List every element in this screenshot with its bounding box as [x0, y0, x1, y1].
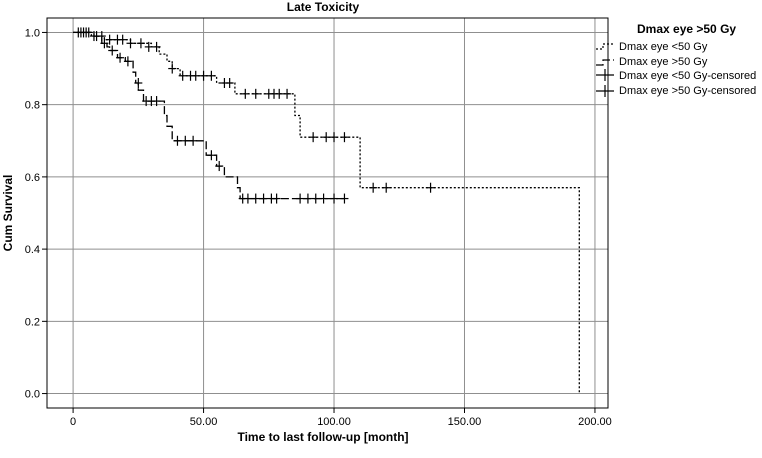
censor-mark-s0-26 — [322, 132, 331, 143]
censor-mark-s1-19 — [251, 193, 260, 204]
legend-label-over-50: Dmax eye >50 Gy — [619, 56, 708, 68]
x-tick-label-1: 50.00 — [190, 416, 218, 428]
x-tick-label-2: 100.00 — [317, 416, 351, 428]
censor-mark-s0-7 — [126, 38, 135, 49]
censor-mark-s1-27 — [330, 193, 339, 204]
censor-mark-s0-29 — [369, 182, 378, 193]
grid-lines — [47, 18, 608, 408]
chart-title: Late Toxicity — [287, 0, 360, 14]
censor-mark-s0-31 — [426, 182, 435, 193]
legend-swatch-over-50 — [596, 59, 614, 66]
y-tick-label-2: 0.4 — [25, 244, 40, 256]
censor-mark-s0-16 — [207, 70, 216, 81]
censor-mark-s0-28 — [340, 132, 349, 143]
censor-mark-s0-19 — [241, 88, 250, 99]
censor-mark-s1-7 — [123, 56, 132, 67]
censor-mark-s0-18 — [225, 78, 234, 88]
censor-mark-s0-25 — [309, 132, 318, 143]
censor-mark-s1-15 — [207, 150, 216, 161]
censor-mark-s1-12 — [173, 135, 182, 146]
censor-mark-s1-26 — [319, 193, 328, 204]
legend-entry-under-50: Dmax eye <50 Gy — [596, 41, 708, 53]
x-tick-label-3: 150.00 — [448, 416, 482, 428]
series-layer — [73, 27, 580, 394]
censor-mark-s1-11 — [152, 96, 161, 107]
legend-label-under-50: Dmax eye <50 Gy — [619, 41, 708, 53]
censor-mark-s1-4 — [100, 38, 109, 49]
censor-mark-s0-30 — [382, 182, 391, 193]
censor-mark-s1-22 — [272, 193, 281, 204]
censor-mark-s1-13 — [181, 135, 190, 146]
x-tick-label-4: 200.00 — [578, 416, 612, 428]
y-axis-title: Cum Survival — [1, 175, 15, 252]
censor-mark-s1-20 — [259, 193, 268, 204]
x-axis-title: Time to last follow-up [month] — [237, 430, 408, 444]
legend-entry-over-50: Dmax eye >50 Gy — [596, 56, 708, 68]
censor-mark-s1-23 — [296, 193, 305, 204]
censor-mark-s1-28 — [340, 193, 349, 204]
y-tick-label-0: 0.0 — [25, 389, 40, 401]
censor-mark-s0-23 — [275, 88, 284, 99]
censor-mark-s1-16 — [215, 161, 224, 172]
censor-mark-s0-14 — [191, 70, 200, 81]
censor-mark-s1-18 — [243, 193, 252, 204]
legend-label-under-50-censored: Dmax eye <50 Gy-censored — [619, 70, 756, 82]
censor-mark-s1-25 — [311, 193, 320, 204]
x-tick-label-0: 0 — [70, 416, 76, 428]
y-tick-label-3: 0.6 — [25, 172, 40, 184]
axes: 0 50.00 100.00 150.00 200.00 0.0 0.2 0.4 0.6 0.8 1… — [25, 27, 612, 428]
censor-mark-s0-9 — [144, 41, 153, 52]
legend-swatch-under-50 — [596, 43, 614, 50]
censor-mark-s0-20 — [251, 88, 260, 99]
censor-mark-s0-4 — [105, 34, 114, 45]
censor-mark-s1-24 — [303, 193, 312, 204]
censor-mark-s1-8 — [134, 78, 143, 88]
legend-entry-over-50-censored: Dmax eye >50 Gy-censored — [596, 85, 756, 97]
legend-title: Dmax eye >50 Gy — [637, 22, 736, 36]
legend-entry-under-50-censored: Dmax eye <50 Gy-censored — [596, 69, 756, 82]
censor-mark-s0-24 — [283, 88, 292, 99]
legend-label-over-50-censored: Dmax eye >50 Gy-censored — [619, 85, 756, 97]
plot-frame — [46, 17, 609, 409]
series-line-1 — [73, 31, 348, 200]
series-line-0 — [73, 31, 580, 394]
legend: Dmax eye >50 Gy Dmax eye <50 Gy Dmax eye… — [596, 22, 756, 97]
censor-mark-s1-14 — [189, 135, 198, 146]
censor-mark-s0-12 — [178, 70, 187, 81]
y-tick-label-5: 1.0 — [25, 27, 40, 39]
censor-mark-s1-5 — [108, 45, 117, 56]
censor-mark-s1-3 — [92, 31, 101, 42]
censor-mark-s1-6 — [116, 52, 125, 63]
censor-mark-s0-6 — [118, 34, 127, 45]
censor-mark-s1-2 — [84, 27, 93, 38]
censor-mark-s0-8 — [136, 38, 145, 49]
y-tick-label-4: 0.8 — [25, 100, 40, 112]
censor-mark-s0-11 — [168, 63, 177, 74]
censor-mark-s0-10 — [152, 41, 161, 52]
censor-mark-s0-27 — [330, 132, 339, 143]
censor-mark-s0-15 — [199, 70, 208, 81]
y-tick-label-1: 0.2 — [25, 316, 40, 328]
